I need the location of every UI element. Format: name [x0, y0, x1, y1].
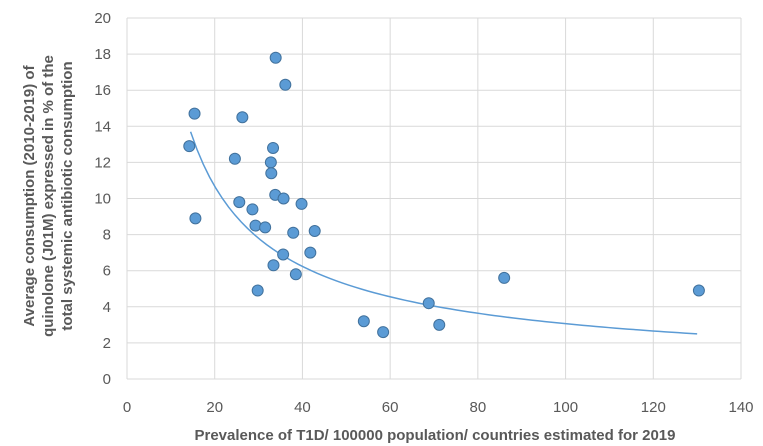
data-point — [267, 141, 280, 154]
y-tick-label: 10 — [94, 191, 111, 208]
data-point — [265, 167, 278, 180]
x-tick-labels: 0 20 40 60 80 100 120 140 — [123, 399, 754, 416]
y-tick-label: 14 — [94, 118, 111, 135]
data-point — [277, 248, 290, 261]
data-point — [189, 212, 202, 225]
data-point — [233, 196, 246, 209]
data-point — [267, 259, 280, 272]
data-point — [357, 315, 370, 328]
data-point — [228, 152, 241, 165]
data-point — [308, 224, 321, 237]
x-tick-label: 100 — [553, 399, 578, 416]
data-point — [377, 326, 390, 339]
y-tick-label: 4 — [103, 299, 111, 316]
data-point — [692, 284, 705, 297]
y-tick-label: 8 — [103, 227, 111, 244]
data-point — [304, 246, 317, 259]
x-tick-label: 60 — [382, 399, 399, 416]
gridlines — [127, 17, 742, 379]
data-point — [295, 197, 308, 210]
data-point — [277, 192, 290, 205]
data-point — [422, 297, 435, 310]
y-tick-labels: 0 2 4 6 8 10 12 14 16 18 20 — [94, 10, 111, 388]
x-axis-title: Prevalence of T1D/ 100000 population/ co… — [194, 427, 675, 444]
y-axis-title-line: Average consumption (2010-2019) of — [21, 64, 38, 326]
y-tick-label: 18 — [94, 46, 111, 63]
data-point — [183, 140, 196, 153]
x-tick-label: 0 — [123, 399, 131, 416]
data-points — [183, 51, 705, 339]
data-point — [498, 271, 511, 284]
data-point — [289, 268, 302, 281]
data-point — [236, 111, 249, 124]
data-point — [269, 51, 282, 64]
y-tick-label: 12 — [94, 154, 111, 171]
x-tick-label: 20 — [206, 399, 223, 416]
y-axis-title-line: total systemic antibiotic consumption — [59, 61, 76, 330]
data-point — [259, 221, 272, 234]
y-axis-title: Average consumption (2010-2019) of quinol… — [21, 55, 76, 337]
data-point — [188, 107, 201, 120]
y-tick-label: 20 — [94, 10, 111, 27]
axes — [126, 18, 741, 380]
y-tick-label: 6 — [103, 263, 111, 280]
data-point — [287, 226, 300, 239]
trend-line — [189, 131, 698, 335]
data-point — [249, 219, 262, 232]
data-point — [279, 78, 292, 91]
data-point — [246, 203, 259, 216]
y-tick-label: 2 — [103, 335, 111, 352]
data-point — [433, 318, 446, 331]
x-tick-label: 120 — [641, 399, 666, 416]
x-tick-label: 80 — [470, 399, 487, 416]
data-point — [251, 284, 264, 297]
x-tick-label: 140 — [728, 399, 753, 416]
data-point — [264, 156, 277, 169]
y-tick-label: 0 — [103, 371, 111, 388]
y-axis-title-line: quinolone (J01M) expressed in % of the — [40, 55, 57, 337]
x-tick-label: 40 — [294, 399, 311, 416]
y-tick-label: 16 — [94, 82, 111, 99]
